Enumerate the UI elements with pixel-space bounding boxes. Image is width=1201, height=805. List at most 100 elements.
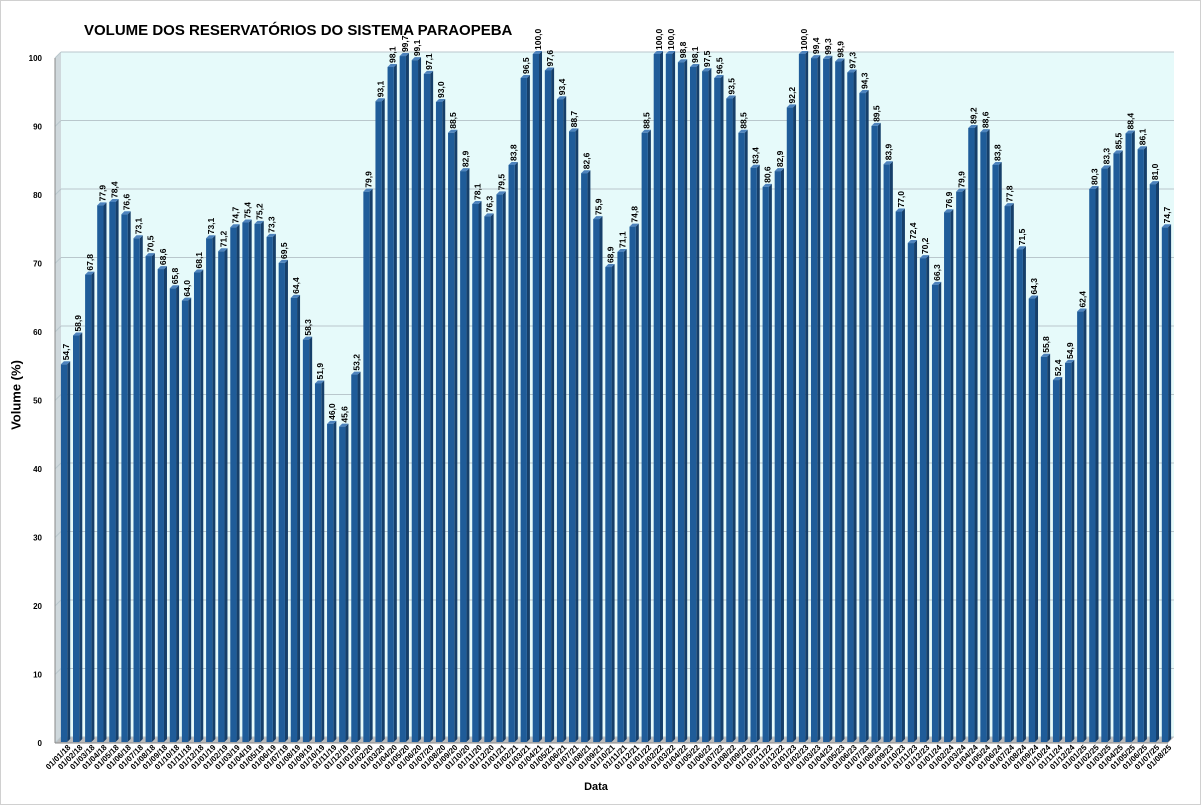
data-label: 93,0 (436, 81, 446, 98)
bar-side (176, 285, 180, 742)
bar-side (793, 104, 797, 743)
bar (786, 107, 794, 743)
data-label: 94,3 (860, 72, 870, 89)
data-label: 100,0 (799, 28, 809, 50)
data-label: 64,0 (182, 280, 192, 297)
data-label: 58,3 (303, 319, 313, 336)
bar (556, 99, 564, 742)
bar (472, 204, 479, 742)
bar (314, 383, 322, 742)
bar (375, 101, 382, 742)
bar-top (60, 361, 71, 365)
y-tick-label: 0 (38, 739, 43, 748)
y-tick-label: 60 (33, 328, 42, 337)
bar (823, 58, 830, 743)
bar (895, 211, 902, 743)
bar (992, 164, 999, 743)
bar-side (684, 59, 688, 743)
data-label: 83,4 (751, 147, 761, 164)
bar (1065, 362, 1072, 742)
bar-side (139, 235, 143, 742)
data-label: 73,3 (267, 216, 277, 233)
bar-top (133, 235, 143, 239)
bar-top (399, 53, 409, 57)
bar-side (1119, 150, 1123, 742)
bar-side (1155, 181, 1159, 742)
gridline-side (54, 531, 62, 538)
bar (363, 191, 370, 742)
data-label: 86,1 (1138, 128, 1148, 145)
data-label: 72,4 (908, 222, 918, 239)
bar-side (841, 58, 845, 743)
gridline-side (54, 51, 62, 59)
bar-side (659, 51, 663, 742)
bar (1161, 227, 1169, 742)
bar (750, 167, 757, 742)
bar (919, 258, 927, 742)
data-label: 53,2 (351, 354, 361, 371)
data-label: 81,0 (1150, 163, 1160, 180)
data-label: 73,1 (206, 217, 216, 234)
bar-top (496, 191, 506, 195)
bar-side (345, 423, 349, 742)
data-label: 96,5 (714, 57, 724, 74)
bar-side (696, 64, 700, 742)
data-label: 62,4 (1077, 291, 1087, 308)
data-label: 51,9 (315, 363, 325, 380)
bar (1149, 184, 1156, 742)
bar-top (266, 233, 276, 237)
bar-side (998, 161, 1002, 743)
bar-side (514, 161, 518, 743)
bar-top (448, 129, 458, 133)
gridline-side (54, 599, 62, 607)
bar-top (242, 219, 252, 223)
bar-top (653, 51, 663, 54)
bar (206, 238, 213, 742)
data-label: 93,4 (557, 78, 567, 95)
bar-side (163, 266, 167, 742)
bar-top (883, 161, 893, 165)
bar-top (472, 201, 482, 205)
data-label: 67,8 (85, 254, 95, 271)
bar-top (581, 170, 591, 174)
bar-side (333, 420, 337, 742)
bar-top (944, 209, 954, 213)
bar (351, 374, 358, 742)
data-label: 99,3 (823, 38, 833, 55)
y-tick-label: 50 (33, 397, 42, 406)
bar-top (1125, 130, 1135, 134)
gridline-side (54, 188, 62, 196)
bar-side (224, 248, 228, 742)
data-label: 74,8 (630, 206, 640, 223)
bar-side (1131, 130, 1135, 742)
bar (181, 300, 189, 742)
bar (254, 223, 261, 742)
bar (835, 61, 842, 743)
data-label: 82,9 (775, 150, 785, 167)
bar (810, 58, 818, 743)
bar-side (393, 64, 397, 742)
bar-top (1065, 359, 1075, 363)
bar-side (478, 201, 482, 742)
bar-top (375, 98, 385, 102)
bar-top (605, 264, 615, 268)
bar-top (73, 332, 83, 336)
bar-side (732, 95, 736, 742)
bar (109, 201, 116, 742)
bar-side (1035, 295, 1039, 742)
bar-side (587, 170, 591, 742)
bar (169, 288, 177, 742)
bar-top (411, 57, 422, 61)
bar (762, 186, 769, 742)
bar (85, 274, 92, 742)
data-label: 98,1 (388, 46, 398, 63)
bar-top (145, 253, 155, 257)
bar-side (950, 209, 954, 743)
bar-top (907, 240, 918, 244)
bar-side (889, 161, 893, 742)
data-label: 88,5 (739, 112, 749, 129)
bar-top (556, 96, 567, 100)
bar-top (569, 128, 579, 132)
bar-side (877, 122, 881, 743)
